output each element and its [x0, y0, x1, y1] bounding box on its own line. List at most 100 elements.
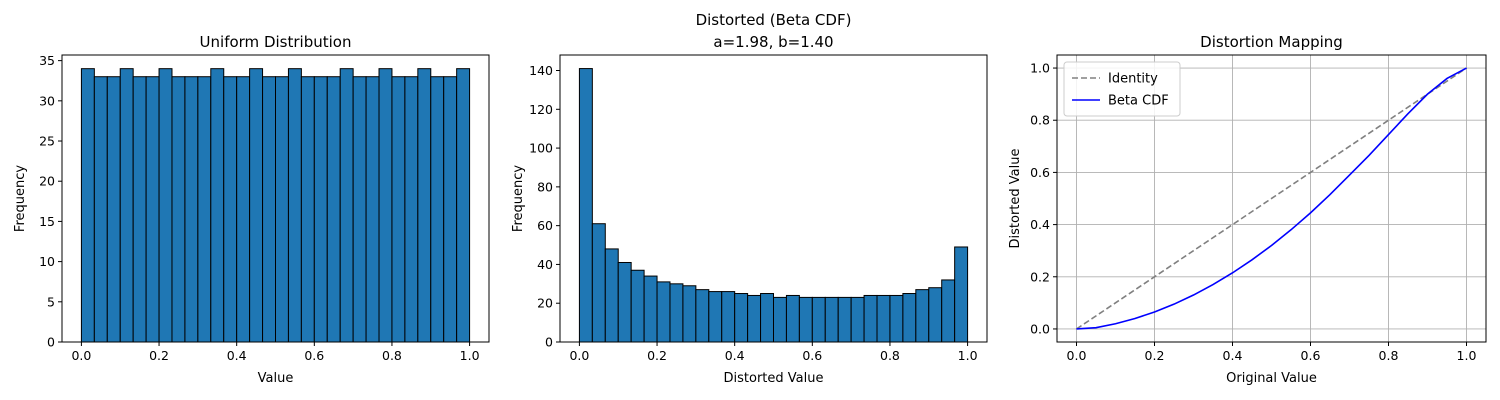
- y-tick-label: 0.8: [1030, 113, 1050, 128]
- histogram-bar: [326, 76, 341, 343]
- x-tick-label: 0.0: [569, 348, 589, 363]
- histogram-bar: [210, 68, 225, 343]
- histogram-bar: [954, 246, 969, 343]
- histogram-bar: [876, 294, 891, 343]
- histogram-bar: [604, 248, 619, 343]
- axes-frame: [559, 54, 988, 343]
- distorted-beta-cdf-panel: 0.0 0.2 0.4 0.6 0.8 1.0 0 20 40 60 80 100 120 140 Dist…: [511, 11, 988, 386]
- y-tick-label: 60: [537, 218, 553, 233]
- chart-subtitle: a=1.98, b=1.40: [713, 33, 833, 51]
- histogram-bar: [669, 283, 684, 343]
- y-tick-label: 0.0: [1030, 321, 1050, 336]
- series-line-identity: [1076, 67, 1467, 330]
- y-axis-label: Distorted Value: [1008, 149, 1023, 249]
- y-tick-label: 0.4: [1030, 217, 1050, 232]
- uniform-distribution-panel: 0.0 0.2 0.4 0.6 0.8 1.0 0 5 10 15 20 25 30 35 Uniform …: [13, 33, 490, 386]
- histogram-bar: [785, 294, 800, 343]
- axes-frame: [1056, 54, 1487, 343]
- histogram-bar: [721, 291, 736, 343]
- histogram-bar: [889, 294, 904, 343]
- x-tick-label: 0.8: [382, 348, 402, 363]
- y-tick-label: 20: [537, 296, 553, 311]
- histogram-bar: [313, 76, 328, 343]
- legend-label-identity: Identity: [1108, 72, 1158, 87]
- x-tick-label: 0.6: [304, 348, 324, 363]
- histogram-bar: [119, 68, 134, 343]
- histogram-bar: [417, 68, 432, 343]
- x-tick-label: 0.2: [149, 348, 169, 363]
- y-tick-label: 0: [545, 335, 553, 350]
- histogram-bar: [734, 293, 749, 343]
- histogram-bar: [391, 76, 406, 343]
- histogram-bar: [708, 291, 723, 343]
- axes-frame: [61, 54, 490, 343]
- histogram-bar: [850, 296, 865, 343]
- x-axis-label: Value: [258, 371, 294, 386]
- histogram-bar: [747, 294, 762, 343]
- histogram-bar: [578, 68, 593, 343]
- y-tick-label: 15: [39, 214, 55, 229]
- y-axis-label: Frequency: [13, 165, 28, 232]
- histogram-bar: [811, 296, 826, 343]
- legend: Identity Beta CDF: [1063, 61, 1181, 117]
- y-tick-label: 0.2: [1030, 269, 1050, 284]
- histogram-bar: [928, 287, 943, 343]
- y-tick-label: 0.6: [1030, 165, 1050, 180]
- x-tick-label: 1.0: [958, 348, 978, 363]
- histogram-bar: [695, 289, 710, 343]
- histogram-bar: [365, 76, 380, 343]
- x-tick-label: 0.2: [1145, 348, 1165, 363]
- histogram-bar: [339, 68, 354, 343]
- histogram-bar: [171, 76, 186, 343]
- y-tick-label: 80: [537, 179, 553, 194]
- histogram-bar: [184, 76, 199, 343]
- histogram-bar: [197, 76, 212, 343]
- y-tick-label: 10: [39, 254, 55, 269]
- histogram-bar: [430, 76, 445, 343]
- histogram-bar: [760, 293, 775, 343]
- y-tick-label: 0: [47, 335, 55, 350]
- histogram-bar: [106, 76, 121, 343]
- histogram-bar: [352, 76, 367, 343]
- x-tick-label: 0.0: [71, 348, 91, 363]
- histogram-bar: [145, 76, 160, 343]
- x-tick-label: 0.0: [1067, 348, 1087, 363]
- histogram-bar: [630, 269, 645, 343]
- histogram-bar: [249, 68, 264, 343]
- distortion-mapping-panel: 0.0 0.2 0.4 0.6 0.8 1.0 0.0 0.2 0.4 0.6 0.8 1.0 Dist…: [1008, 33, 1487, 386]
- y-tick-label: 140: [529, 63, 553, 78]
- histogram-bar: [941, 279, 956, 343]
- histogram-bar: [863, 294, 878, 343]
- series-line-beta-cdf: [1076, 67, 1467, 330]
- x-axis-label: Distorted Value: [724, 371, 824, 386]
- x-tick-label: 1.0: [1457, 348, 1477, 363]
- x-axis-label: Original Value: [1226, 371, 1317, 386]
- x-tick-label: 1.0: [460, 348, 480, 363]
- histogram-bar: [300, 76, 315, 343]
- histogram-bar: [287, 68, 302, 343]
- histogram-bar: [773, 296, 787, 343]
- histogram-bar: [223, 76, 238, 343]
- histogram-bar: [617, 261, 632, 343]
- histogram-bar: [591, 223, 606, 343]
- histogram-bar: [902, 293, 917, 343]
- y-tick-label: 30: [39, 93, 55, 108]
- histogram-bar: [262, 76, 277, 343]
- x-tick-label: 0.6: [802, 348, 822, 363]
- y-tick-label: 35: [39, 53, 55, 68]
- x-tick-label: 0.8: [1379, 348, 1399, 363]
- histogram-bar: [275, 76, 289, 343]
- legend-box: [1063, 61, 1181, 117]
- x-tick-label: 0.4: [227, 348, 247, 363]
- legend-label-beta-cdf: Beta CDF: [1108, 94, 1169, 109]
- histogram-bar: [643, 275, 658, 343]
- y-tick-label: 5: [47, 294, 55, 309]
- y-tick-label: 25: [39, 134, 55, 149]
- histogram-bar: [456, 68, 471, 343]
- histogram-bar: [682, 285, 697, 343]
- y-tick-label: 100: [529, 141, 553, 156]
- x-tick-label: 0.6: [1301, 348, 1321, 363]
- y-tick-label: 20: [39, 174, 55, 189]
- x-tick-label: 0.2: [647, 348, 667, 363]
